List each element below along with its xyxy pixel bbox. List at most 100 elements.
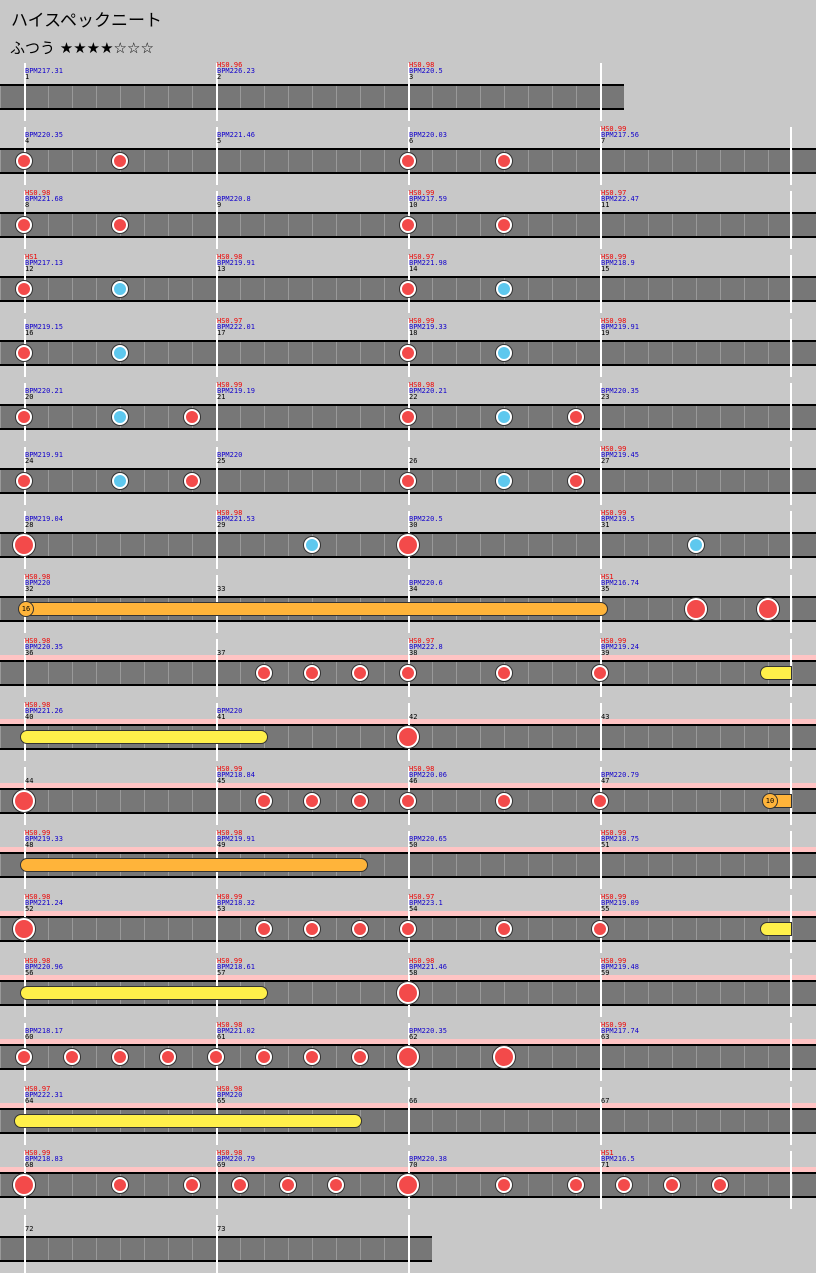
don-note [592,921,608,937]
don-note [400,409,416,425]
beat-line [384,1238,385,1260]
beat-line [648,278,649,300]
bpm-label: BPM219.45 [601,451,639,459]
beat-line [432,150,433,172]
beat-line [360,278,361,300]
measure-number: 33 [217,585,226,593]
beat-line [528,278,529,300]
beat-line [768,854,769,876]
measure-number: 39 [601,649,610,657]
big-don-note [757,598,779,620]
beat-line [552,470,553,492]
beat-line [288,1238,289,1260]
don-note [16,1049,32,1065]
beat-line [480,342,481,364]
measure-number: 63 [601,1033,610,1041]
measure-number: 26 [409,457,418,465]
beat-line [792,1110,793,1132]
scroll-speed-label: HS0.97 [217,317,243,325]
beat-line [744,854,745,876]
big-don-note [493,1046,515,1068]
beat-line [144,342,145,364]
beat-line [96,790,97,812]
bpm-label: BPM220.8 [217,195,251,203]
beat-line [552,150,553,172]
beat-line [720,534,721,556]
measure-number: 25 [217,457,226,465]
measure-number: 1 [25,73,30,81]
don-note [400,345,416,361]
don-note [400,217,416,233]
measure-number: 45 [217,777,226,785]
scroll-speed-label: HS0.98 [409,957,435,965]
beat-line [552,214,553,236]
measure-number: 15 [601,265,610,273]
song-title: ハイスペックニート [11,11,162,31]
bpm-label: BPM219.15 [25,323,63,331]
measure-number: 48 [25,841,34,849]
measure-line [600,127,602,185]
measure-line [600,511,602,569]
beat-line [168,470,169,492]
measure-number: 40 [25,713,34,721]
beat-line [168,918,169,940]
measure-number: 41 [217,713,226,721]
beat-line [576,918,577,940]
beat-line [624,470,625,492]
bpm-label: BPM220.6 [409,579,443,587]
measure-number: 70 [409,1161,418,1169]
bpm-label: BPM219.24 [601,643,639,651]
measure-line [790,1023,792,1081]
beat-line [480,214,481,236]
measure-number: 47 [601,777,610,785]
beat-line [48,1238,49,1260]
beat-line [96,918,97,940]
beat-line [240,470,241,492]
beat-line [384,918,385,940]
beat-line [552,982,553,1004]
beat-line [744,214,745,236]
beat-line [48,86,49,108]
beat-line [792,790,793,812]
beat-line [696,1174,697,1196]
beat-line [696,470,697,492]
don-note [664,1177,680,1193]
bpm-label: BPM218.32 [217,899,255,907]
beat-line [336,1046,337,1068]
beat-line [720,150,721,172]
beat-line [0,214,1,236]
don-note [16,345,32,361]
scroll-speed-label: HS0.99 [601,893,627,901]
beat-line [360,342,361,364]
beat-line [48,1174,49,1196]
beat-line [696,982,697,1004]
measure-number: 8 [25,201,30,209]
measure-line [408,1087,410,1145]
beat-line [792,662,793,684]
measure-line [790,383,792,441]
scroll-speed-label: HS0.98 [409,765,435,773]
measure-line [790,1151,792,1209]
measure-number: 58 [409,969,418,977]
beat-line [456,214,457,236]
beat-line [336,918,337,940]
beat-line [432,726,433,748]
beat-line [696,214,697,236]
beat-line [384,982,385,1004]
beat-line [240,1238,241,1260]
big-don-note [397,534,419,556]
beat-line [432,214,433,236]
beat-line [0,918,1,940]
don-note [16,473,32,489]
beat-line [384,470,385,492]
beat-line [648,342,649,364]
measure-number: 27 [601,457,610,465]
measure-line [216,1151,218,1209]
beat-line [792,726,793,748]
big-don-note [397,1046,419,1068]
measure-number: 18 [409,329,418,337]
measure-number: 13 [217,265,226,273]
bpm-label: BPM219.09 [601,899,639,907]
beat-line [648,406,649,428]
beat-line [552,1110,553,1132]
